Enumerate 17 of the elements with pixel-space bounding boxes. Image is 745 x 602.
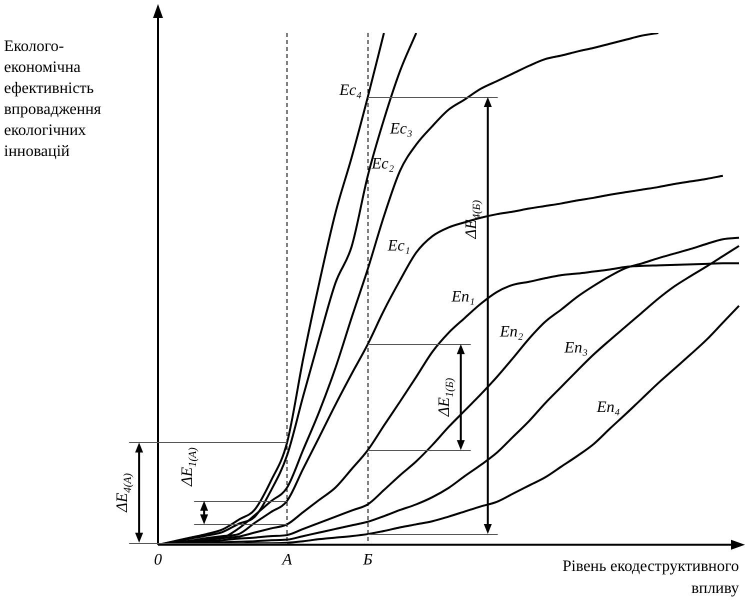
text: ΔE4(A)	[114, 472, 134, 513]
x-tick-label: A	[281, 552, 292, 569]
x-tick-label: Б	[362, 552, 374, 569]
series-label: Ec₂	[370, 156, 395, 173]
x-axis-title: Рівень екодеструктивного впливу	[562, 557, 739, 599]
series-label: Ec₁	[386, 238, 410, 255]
series-label: En₄	[596, 398, 620, 416]
series-label: Ec₃	[388, 120, 412, 138]
series-label: En₁	[450, 288, 475, 306]
x-tick-label: 0	[154, 552, 162, 569]
annotation: ΔE1(Б)	[436, 378, 456, 418]
y-axis-title: Еколого-економічна ефективність впровадження екологічних інновацій	[4, 37, 102, 162]
annotation: ΔE4(Б)	[462, 200, 483, 240]
series-label: En₂	[498, 324, 524, 341]
series-label: Ec₄	[338, 82, 362, 99]
series-label: En₃	[563, 339, 588, 356]
annotation: ΔE1(A)	[179, 447, 200, 488]
